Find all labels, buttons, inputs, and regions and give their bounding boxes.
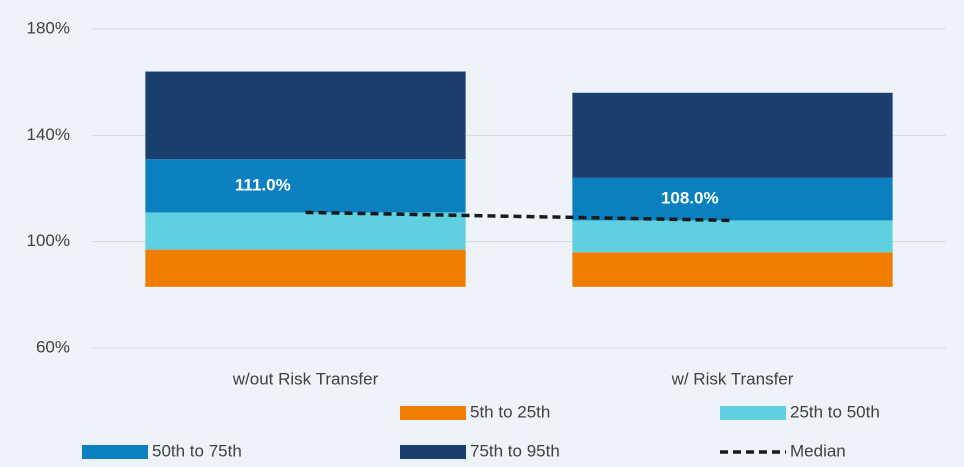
legend-swatch (720, 406, 786, 420)
legend-label: Median (790, 441, 846, 460)
legend-label: 50th to 75th (152, 441, 242, 460)
legend-swatch (82, 445, 148, 459)
bar-segment (145, 249, 466, 287)
bar-segment (145, 159, 466, 213)
legend-label: 5th to 25th (470, 402, 550, 421)
median-line (305, 210, 733, 223)
legend-swatch (400, 445, 466, 459)
bar-segment (572, 252, 893, 287)
data-label: 111.0% (235, 175, 291, 194)
y-tick-label: 180% (27, 18, 70, 37)
bar-segment (145, 71, 466, 160)
x-tick-label: w/ Risk Transfer (671, 369, 794, 388)
data-label: 108.0% (661, 189, 719, 208)
legend-label: 75th to 95th (470, 441, 560, 460)
x-tick-label: w/out Risk Transfer (232, 369, 379, 388)
y-tick-label: 140% (27, 125, 70, 144)
legend-swatch (400, 406, 466, 420)
bar-segment (572, 92, 893, 178)
legend-label: 25th to 50th (790, 402, 880, 421)
bar-segment (572, 177, 893, 221)
y-tick-label: 100% (27, 231, 70, 250)
y-tick-label: 60% (36, 337, 70, 356)
bar-segment (572, 220, 893, 253)
bar-segment (145, 212, 466, 250)
